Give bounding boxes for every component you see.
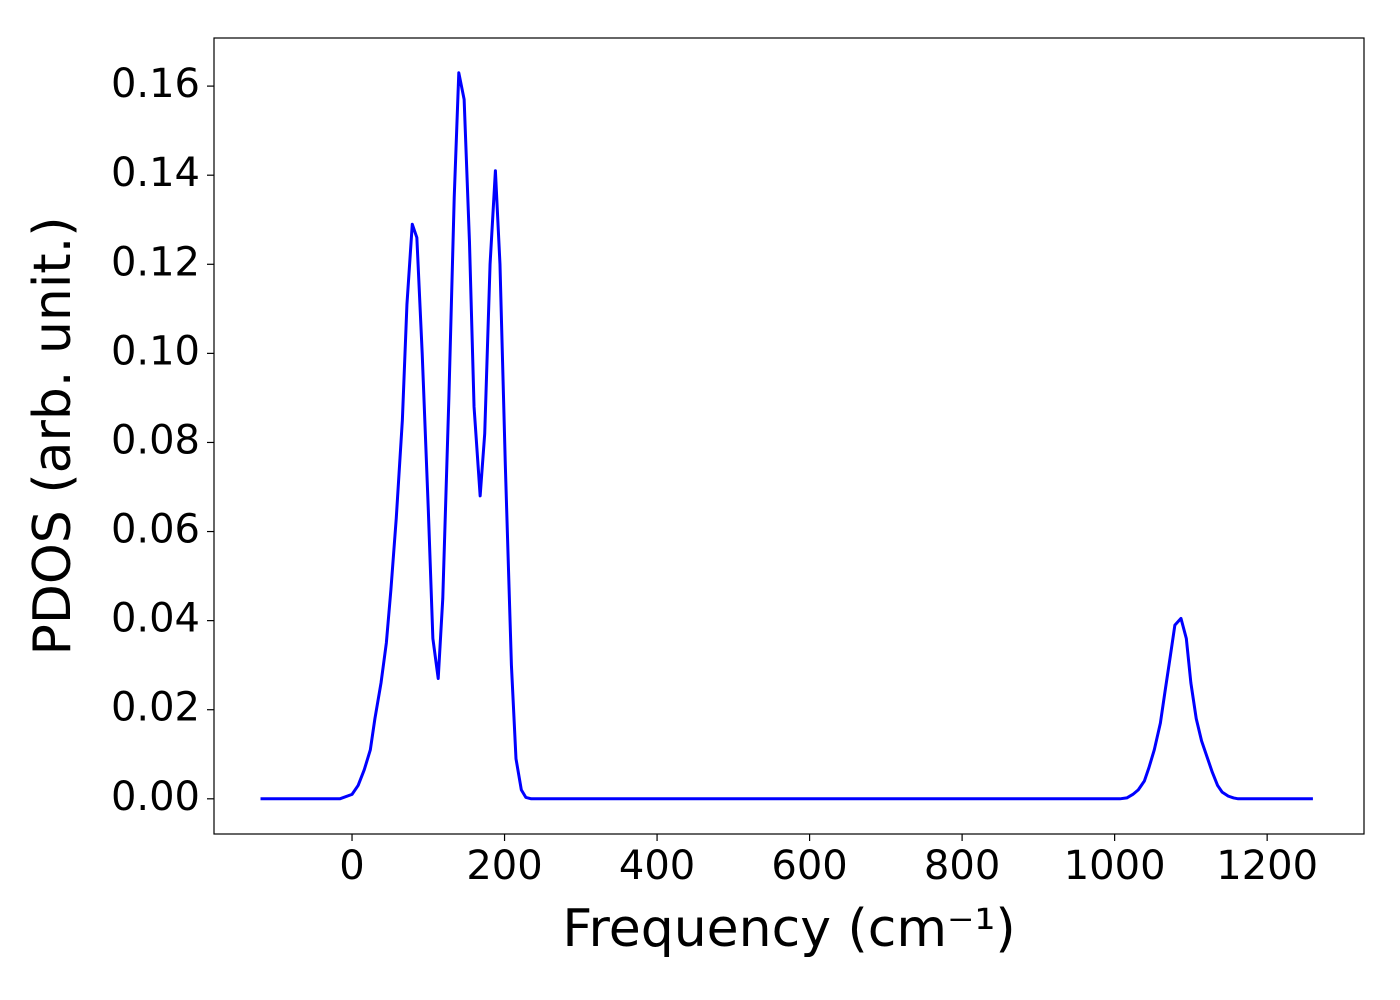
data-line	[260, 71, 1313, 801]
x-tick-label: 600	[771, 843, 847, 889]
y-tick-label: 0.06	[111, 507, 200, 553]
x-tick-label: 0	[339, 843, 364, 889]
y-tick-label: 0.08	[111, 417, 200, 463]
x-tick-label: 400	[619, 843, 695, 889]
y-tick-label: 0.12	[111, 239, 200, 285]
y-tick-label: 0.14	[111, 150, 200, 196]
y-tick-label: 0.16	[111, 61, 200, 107]
x-tick-label: 800	[924, 843, 1000, 889]
x-axis-label: Frequency (cm⁻¹)	[562, 899, 1015, 959]
plot-frame	[213, 37, 1365, 835]
y-tick-label: 0.00	[111, 774, 200, 820]
y-tick-label: 0.02	[111, 685, 200, 731]
y-tick-label: 0.04	[111, 596, 200, 642]
x-tick-label: 1000	[1064, 843, 1166, 889]
y-axis-label: PDOS (arb. unit.)	[23, 216, 83, 655]
x-tick-label: 200	[466, 843, 542, 889]
x-tick-label: 1200	[1216, 843, 1318, 889]
y-tick-label: 0.10	[111, 328, 200, 374]
